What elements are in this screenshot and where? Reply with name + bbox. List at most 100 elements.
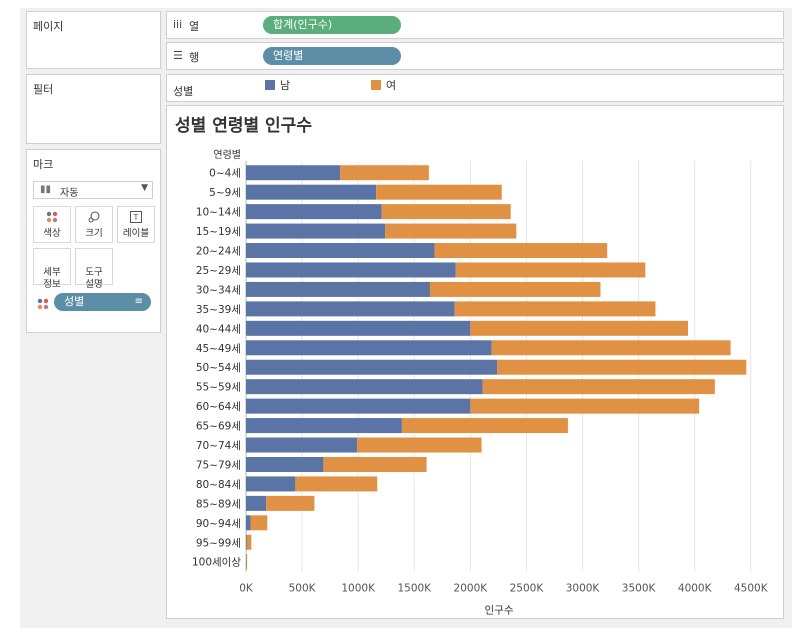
color-field-pill[interactable]: 성별 ≡ (54, 293, 151, 311)
x-tick-label: 3500K (622, 582, 657, 594)
x-tick-label: 3000K (566, 582, 601, 594)
category-label: 0~4세 (209, 168, 241, 180)
category-label: 30~34세 (196, 284, 241, 296)
bar-female (455, 262, 646, 278)
svg-text:T: T (133, 213, 139, 222)
category-label: 85~89세 (196, 498, 241, 510)
color-field-pill-label: 성별 (64, 295, 85, 308)
bar-female (454, 301, 656, 317)
columns-pill-label: 합계(인구수) (273, 18, 333, 31)
tooltip-button[interactable]: 도구 설명 (75, 248, 113, 290)
mark-type-dropdown[interactable]: ▮▮ 자동 ▼ (33, 181, 153, 199)
marks-title: 마크 (33, 158, 54, 171)
tableau-workspace: 페이지 필터 마크 ▮▮ 자동 ▼ 색상 크기 T 레이블 (20, 8, 792, 628)
pages-title: 페이지 (33, 20, 64, 33)
bar-male (246, 456, 324, 472)
label-icon: T (130, 211, 142, 223)
bar-male (246, 359, 498, 375)
bar-female (295, 476, 378, 492)
bar-male (246, 495, 267, 511)
color-dots-icon (46, 211, 58, 223)
row-header: 연령별 (213, 149, 241, 161)
rows-shelf[interactable]: ☰ 행 연령별 (166, 42, 784, 70)
bar-male (246, 204, 382, 220)
rows-pill[interactable]: 연령별 (263, 47, 401, 65)
x-tick-label: 1000K (341, 582, 376, 594)
bar-female (250, 515, 268, 531)
bar-male (246, 281, 430, 297)
detail-button[interactable]: 세부 정보 (33, 248, 71, 290)
bar-female (376, 184, 502, 200)
bar-female (381, 204, 511, 220)
bar-male (246, 320, 471, 336)
columns-icon: iii (173, 18, 183, 31)
gender-legend: 성별 남 여 (166, 74, 784, 102)
bar-female (497, 359, 747, 375)
detail-button-label: 세부 정보 (43, 267, 61, 290)
bar-male (246, 243, 435, 259)
x-tick-label: 0K (239, 582, 254, 594)
bar-male (246, 184, 377, 200)
sort-icon: ≡ (134, 296, 143, 307)
bar-female (429, 281, 601, 297)
category-label: 35~39세 (196, 304, 241, 316)
category-label: 20~24세 (196, 246, 241, 258)
rows-shelf-label: 행 (189, 51, 200, 64)
legend-swatch-male[interactable] (265, 80, 275, 90)
bar-female (401, 418, 568, 434)
category-label: 50~54세 (196, 362, 241, 374)
category-label: 100세이상 (192, 557, 241, 569)
category-label: 5~9세 (209, 187, 241, 199)
x-tick-label: 1500K (397, 582, 432, 594)
x-axis-label: 인구수 (485, 604, 514, 616)
legend-swatch-female[interactable] (371, 80, 381, 90)
category-label: 25~29세 (196, 265, 241, 277)
category-label: 60~64세 (196, 401, 241, 413)
category-label: 45~49세 (196, 343, 241, 355)
color-button[interactable]: 색상 (33, 206, 71, 243)
bar-female (246, 554, 248, 570)
bar-male (246, 379, 483, 395)
x-tick-label: 4500K (734, 582, 769, 594)
filters-card[interactable]: 필터 (26, 74, 161, 144)
legend-title: 성별 (173, 85, 194, 98)
size-icon (88, 211, 100, 223)
bar-male (246, 418, 402, 434)
bar-male (246, 223, 386, 239)
bar-female (434, 243, 608, 259)
marks-card: 마크 ▮▮ 자동 ▼ 색상 크기 T 레이블 세부 정보 (26, 149, 161, 333)
pages-card[interactable]: 페이지 (26, 11, 161, 69)
legend-label-male[interactable]: 남 (280, 79, 291, 92)
bar-male (246, 301, 455, 317)
x-tick-label: 4000K (678, 582, 713, 594)
bar-female (385, 223, 517, 239)
x-tick-label: 500K (289, 582, 317, 594)
bar-chart-icon: ▮▮ (40, 184, 52, 195)
legend-label-female[interactable]: 여 (386, 79, 397, 92)
mark-type-value: 자동 (60, 188, 79, 199)
bar-female (470, 398, 700, 414)
category-label: 80~84세 (196, 479, 241, 491)
category-label: 75~79세 (196, 459, 241, 471)
size-button[interactable]: 크기 (75, 206, 113, 243)
bar-male (246, 340, 492, 356)
category-label: 40~44세 (196, 323, 241, 335)
bar-male (246, 398, 471, 414)
bar-male (246, 476, 296, 492)
bar-female (323, 456, 427, 472)
bar-female (470, 320, 688, 336)
category-label: 65~69세 (196, 421, 241, 433)
category-label: 95~99세 (196, 537, 241, 549)
bar-female (340, 165, 429, 181)
columns-shelf-label: 열 (189, 20, 200, 33)
rows-icon: ☰ (173, 49, 183, 62)
columns-pill[interactable]: 합계(인구수) (263, 16, 401, 34)
label-button[interactable]: T 레이블 (117, 206, 155, 243)
columns-shelf[interactable]: iii 열 합계(인구수) (166, 11, 784, 39)
bar-female (266, 495, 315, 511)
size-button-label: 크기 (85, 228, 103, 239)
chevron-down-icon: ▼ (141, 183, 148, 193)
x-tick-label: 2500K (510, 582, 545, 594)
category-label: 90~94세 (196, 518, 241, 530)
